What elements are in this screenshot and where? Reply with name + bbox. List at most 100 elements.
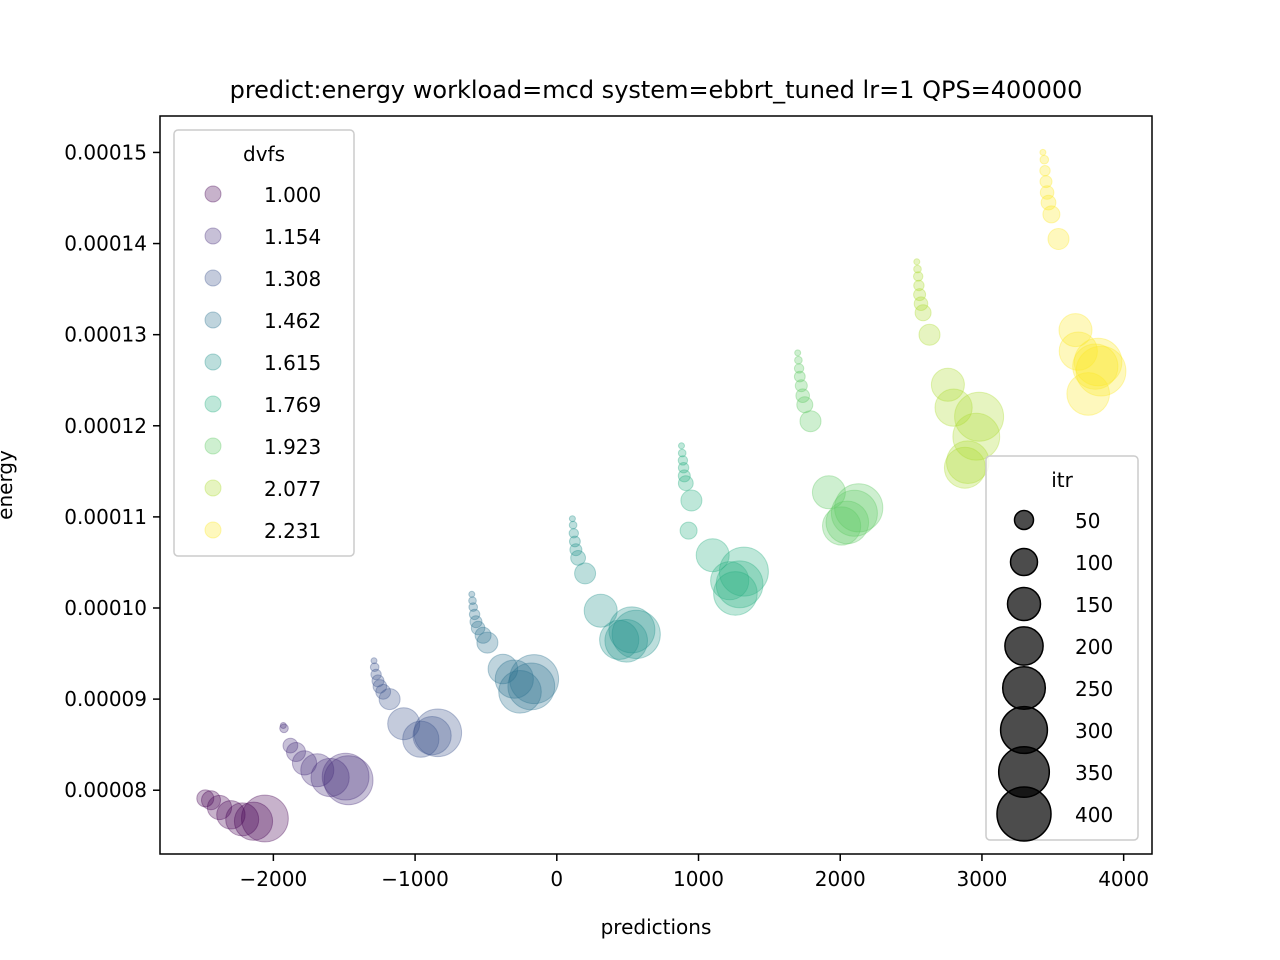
data-point bbox=[834, 483, 884, 533]
data-point bbox=[793, 363, 805, 374]
data-point bbox=[913, 279, 925, 292]
data-point bbox=[680, 489, 703, 512]
itr-legend-label: 150 bbox=[1075, 593, 1113, 617]
data-point bbox=[498, 670, 542, 714]
dvfs-legend-label: 1.769 bbox=[264, 393, 321, 417]
plot-frame bbox=[159, 115, 1153, 855]
x-tick-label: 0 bbox=[550, 867, 563, 891]
data-point bbox=[830, 489, 878, 537]
itr-legend-label: 200 bbox=[1075, 635, 1113, 659]
data-point bbox=[718, 546, 769, 597]
data-point bbox=[1039, 148, 1047, 156]
data-point bbox=[794, 349, 802, 357]
y-tick-label: 0.00014 bbox=[64, 232, 147, 256]
x-axis: −2000 −1000 0 1000 2000 3000 4000 bbox=[240, 854, 1149, 891]
dvfs-legend-label: 2.231 bbox=[264, 519, 321, 543]
y-tick-label: 0.00011 bbox=[64, 505, 147, 529]
itr-legend-label: 350 bbox=[1075, 761, 1113, 785]
itr-legend-marker bbox=[1009, 547, 1039, 577]
itr-legend-marker bbox=[1013, 509, 1035, 531]
data-point bbox=[370, 657, 378, 665]
data-point bbox=[1073, 337, 1123, 387]
data-point bbox=[913, 271, 924, 282]
data-point bbox=[225, 802, 260, 837]
data-point bbox=[952, 412, 1001, 461]
data-point bbox=[476, 631, 499, 654]
itr-legend-marker bbox=[996, 786, 1052, 842]
dvfs-legend-marker bbox=[204, 227, 222, 245]
data-point bbox=[695, 538, 730, 573]
data-point bbox=[470, 620, 486, 636]
data-point bbox=[494, 659, 534, 699]
data-point bbox=[279, 723, 289, 734]
itr-legend-label: 100 bbox=[1075, 551, 1113, 575]
y-tick-label: 0.00008 bbox=[64, 778, 147, 802]
dvfs-legend-marker bbox=[204, 395, 222, 413]
data-point bbox=[677, 462, 690, 474]
data-point bbox=[468, 596, 477, 606]
data-point bbox=[678, 442, 685, 450]
data-point bbox=[954, 391, 1005, 442]
x-tick-label: 2000 bbox=[815, 867, 866, 891]
dvfs-legend-title: dvfs bbox=[243, 142, 285, 166]
x-tick-label: 1000 bbox=[673, 867, 724, 891]
data-point bbox=[1058, 313, 1093, 348]
data-point bbox=[233, 801, 274, 841]
dvfs-legend-marker bbox=[204, 269, 222, 287]
data-point bbox=[1047, 228, 1070, 250]
data-point bbox=[468, 590, 476, 598]
dvfs-legend-label: 2.077 bbox=[264, 477, 321, 501]
data-point bbox=[913, 264, 922, 274]
data-point bbox=[206, 794, 233, 821]
data-point bbox=[1042, 205, 1061, 224]
data-point bbox=[487, 653, 519, 685]
data-point bbox=[300, 753, 335, 788]
data-point bbox=[372, 679, 388, 694]
data-point bbox=[794, 379, 808, 393]
data-point bbox=[321, 752, 370, 801]
data-point bbox=[677, 455, 689, 466]
data-point bbox=[583, 593, 618, 628]
x-axis-label: predictions bbox=[601, 915, 712, 939]
data-point bbox=[196, 789, 215, 808]
data-point bbox=[1066, 372, 1110, 416]
data-point bbox=[378, 688, 401, 711]
itr-legend-marker bbox=[1004, 626, 1044, 666]
dvfs-legend-marker bbox=[204, 437, 222, 455]
y-tick-label: 0.00009 bbox=[64, 687, 147, 711]
itr-legend-marker bbox=[1001, 665, 1047, 711]
itr-legend-label: 250 bbox=[1075, 677, 1113, 701]
chart-title: predict:energy workload=mcd system=ebbrt… bbox=[230, 76, 1083, 104]
data-point bbox=[569, 543, 583, 557]
data-point bbox=[468, 602, 479, 612]
data-point bbox=[799, 410, 822, 433]
data-point bbox=[279, 722, 287, 729]
dvfs-legend-marker bbox=[204, 479, 222, 497]
data-point bbox=[913, 288, 927, 302]
data-point bbox=[811, 475, 846, 510]
data-point bbox=[569, 535, 581, 548]
data-point bbox=[387, 707, 421, 741]
data-point bbox=[796, 396, 814, 414]
data-point bbox=[216, 800, 246, 830]
data-point bbox=[310, 757, 350, 798]
data-point bbox=[469, 615, 483, 629]
dvfs-legend-marker bbox=[204, 353, 222, 371]
dvfs-legend-label: 1.154 bbox=[264, 225, 321, 249]
data-point bbox=[608, 606, 656, 654]
data-point bbox=[375, 683, 392, 700]
dvfs-legend-label: 1.462 bbox=[264, 309, 321, 333]
data-point bbox=[507, 662, 556, 711]
data-point bbox=[793, 370, 806, 383]
itr-legend-marker bbox=[1006, 586, 1042, 622]
dvfs-legend-label: 1.923 bbox=[264, 435, 321, 459]
data-point bbox=[468, 608, 481, 621]
data-point bbox=[677, 469, 691, 483]
dvfs-legend-frame bbox=[173, 129, 355, 557]
data-point bbox=[677, 448, 687, 458]
itr-legend-label: 400 bbox=[1075, 803, 1113, 827]
data-point bbox=[1075, 345, 1127, 397]
data-point bbox=[822, 506, 862, 546]
